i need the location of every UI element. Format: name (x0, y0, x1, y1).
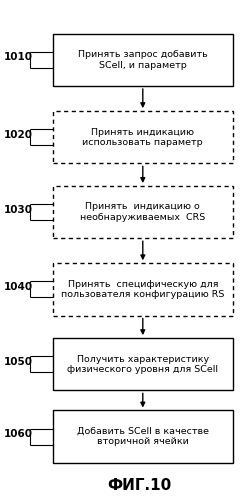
Text: Добавить SCell в качестве
вторичной ячейки: Добавить SCell в качестве вторичной ячей… (77, 427, 209, 446)
Text: ФИГ.10: ФИГ.10 (107, 478, 171, 493)
FancyBboxPatch shape (53, 186, 233, 239)
FancyBboxPatch shape (53, 263, 233, 316)
Text: Принять  индикацию о
необнаруживаемых  CRS: Принять индикацию о необнаруживаемых CRS (80, 203, 205, 222)
Text: 1030: 1030 (4, 205, 33, 215)
Text: 1020: 1020 (4, 130, 33, 140)
Text: 1050: 1050 (4, 357, 33, 367)
Text: 1040: 1040 (4, 282, 33, 292)
Text: Получить характеристику
физического уровня для SCell: Получить характеристику физического уров… (67, 355, 218, 374)
Text: 1010: 1010 (4, 52, 33, 62)
FancyBboxPatch shape (53, 338, 233, 390)
FancyBboxPatch shape (53, 34, 233, 86)
Text: Принять индикацию
использовать параметр: Принять индикацию использовать параметр (83, 128, 203, 147)
FancyBboxPatch shape (53, 410, 233, 463)
FancyBboxPatch shape (53, 111, 233, 164)
Text: Принять  специфическую для
пользователя конфигурацию RS: Принять специфическую для пользователя к… (61, 280, 224, 299)
Text: 1060: 1060 (4, 429, 33, 439)
Text: Принять запрос добавить
SCell, и параметр: Принять запрос добавить SCell, и парамет… (78, 50, 208, 69)
